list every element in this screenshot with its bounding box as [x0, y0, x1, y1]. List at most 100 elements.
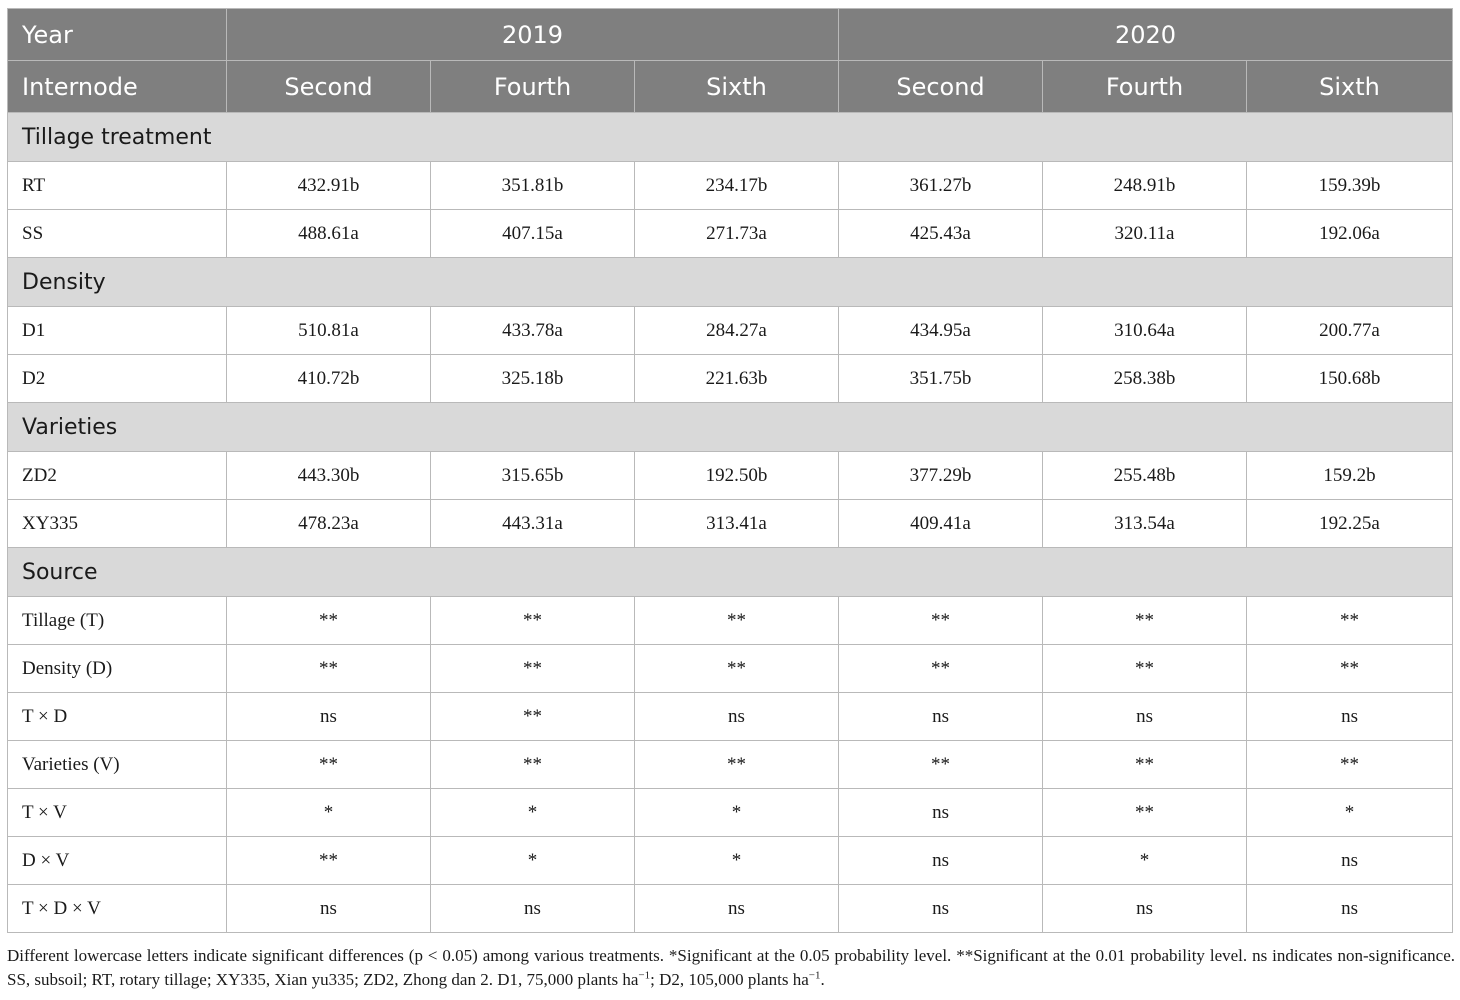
table-cell: ns [838, 692, 1044, 741]
table-cell: 150.68b [1246, 354, 1454, 403]
table-cell: ** [1042, 740, 1248, 789]
internode-header-row: Internode Second Fourth Sixth Second Fou… [7, 60, 1454, 113]
table-cell: 510.81a [226, 306, 431, 355]
table-cell: ** [1246, 644, 1454, 693]
row-label: Density (D) [7, 644, 227, 693]
table-cell: ns [226, 692, 431, 741]
table-row: RT 432.91b 351.81b 234.17b 361.27b 248.91b 159… [7, 161, 1454, 210]
table-cell: 271.73a [633, 209, 840, 258]
table-body: Tillage treatment RT 432.91b 351.81b 234.17b… [6, 112, 1454, 933]
section-row: Varieties [6, 402, 1454, 452]
section-title: Source [6, 547, 1454, 597]
data-table: Year 2019 2020 Internode Second Fourth S… [6, 8, 1454, 933]
table-row: D1 510.81a 433.78a 284.27a 434.95a 310.64a 200… [7, 306, 1454, 355]
table-cell: 200.77a [1246, 306, 1454, 355]
table-cell: * [226, 788, 431, 837]
row-label: SS [7, 209, 227, 258]
footnote-superscript: −1 [808, 969, 821, 982]
table-cell: ** [633, 596, 840, 645]
table-cell: ns [633, 692, 840, 741]
row-label: Varieties (V) [7, 740, 227, 789]
table-cell: ns [430, 884, 635, 933]
footnote-superscript: −1 [638, 969, 651, 982]
table-cell: 361.27b [838, 161, 1044, 210]
internode-header-cell: Sixth [1246, 60, 1454, 113]
table-cell: ** [838, 644, 1044, 693]
table-cell: 258.38b [1042, 354, 1248, 403]
year-2019-header: 2019 [225, 8, 840, 61]
row-label: T × D [7, 692, 227, 741]
table-cell: ns [226, 884, 431, 933]
table-cell: 313.41a [633, 499, 840, 548]
table-cell: 410.72b [226, 354, 431, 403]
table-cell: 433.78a [430, 306, 635, 355]
table-cell: ** [226, 836, 431, 885]
table-cell: * [430, 788, 635, 837]
table-cell: 407.15a [430, 209, 635, 258]
table-cell: 377.29b [838, 451, 1044, 500]
table-cell: * [633, 788, 840, 837]
table-cell: 488.61a [226, 209, 431, 258]
table-cell: ns [1246, 884, 1454, 933]
footnote-main: Different lowercase letters indicate sig… [7, 946, 1455, 989]
table-row: Tillage (T) ** ** ** ** ** ** [7, 596, 1454, 645]
footnote-end: . [820, 970, 825, 989]
table-cell: 443.31a [430, 499, 635, 548]
row-label: D × V [7, 836, 227, 885]
table-row: D2 410.72b 325.18b 221.63b 351.75b 258.38b 150… [7, 354, 1454, 403]
section-row: Tillage treatment [6, 112, 1454, 162]
table-cell: ** [1042, 644, 1248, 693]
table-row: D × V ** * * ns * ns [7, 836, 1454, 885]
year-header-label: Year [7, 8, 227, 61]
table-cell: 221.63b [633, 354, 840, 403]
table-cell: ** [1042, 788, 1248, 837]
table-cell: 159.2b [1246, 451, 1454, 500]
table-row: XY335 478.23a 443.31a 313.41a 409.41a 313.54a… [7, 499, 1454, 548]
table-cell: 325.18b [430, 354, 635, 403]
table-cell: ** [838, 596, 1044, 645]
section-row: Source [6, 547, 1454, 597]
table-cell: 443.30b [226, 451, 431, 500]
table-cell: ** [430, 596, 635, 645]
table-cell: * [430, 836, 635, 885]
table-cell: 432.91b [226, 161, 431, 210]
row-label: ZD2 [7, 451, 227, 500]
table-cell: 425.43a [838, 209, 1044, 258]
table-cell: 255.48b [1042, 451, 1248, 500]
table-cell: ns [633, 884, 840, 933]
table-cell: 192.25a [1246, 499, 1454, 548]
footnote-mid: ; D2, 105,000 plants ha [650, 970, 809, 989]
table-cell: ns [1246, 836, 1454, 885]
table-cell: 192.50b [633, 451, 840, 500]
table-cell: ** [838, 740, 1044, 789]
table-cell: 192.06a [1246, 209, 1454, 258]
table-cell: ** [226, 596, 431, 645]
row-label: D1 [7, 306, 227, 355]
table-cell: 234.17b [633, 161, 840, 210]
table-cell: 320.11a [1042, 209, 1248, 258]
internode-header-cell: Fourth [1042, 60, 1248, 113]
table-cell: ** [430, 692, 635, 741]
row-label: XY335 [7, 499, 227, 548]
table-row: Density (D) ** ** ** ** ** ** [7, 644, 1454, 693]
section-title: Varieties [6, 402, 1454, 452]
table-cell: ** [1042, 596, 1248, 645]
table-cell: 313.54a [1042, 499, 1248, 548]
table-cell: ** [430, 644, 635, 693]
internode-header-cell: Fourth [430, 60, 635, 113]
internode-header-cell: Sixth [633, 60, 840, 113]
table-row: ZD2 443.30b 315.65b 192.50b 377.29b 255.48b 15… [7, 451, 1454, 500]
table-row: T × V * * * ns ** * [7, 788, 1454, 837]
year-2020-header: 2020 [838, 8, 1454, 61]
table-row: Varieties (V) ** ** ** ** ** ** [7, 740, 1454, 789]
table-cell: ** [633, 644, 840, 693]
internode-header-cell: Second [838, 60, 1044, 113]
table-cell: ** [1246, 740, 1454, 789]
internode-header-cell: Second [226, 60, 431, 113]
table-cell: ns [1042, 884, 1248, 933]
table-cell: 284.27a [633, 306, 840, 355]
table-cell: * [633, 836, 840, 885]
table-cell: 315.65b [430, 451, 635, 500]
table-cell: ** [226, 644, 431, 693]
